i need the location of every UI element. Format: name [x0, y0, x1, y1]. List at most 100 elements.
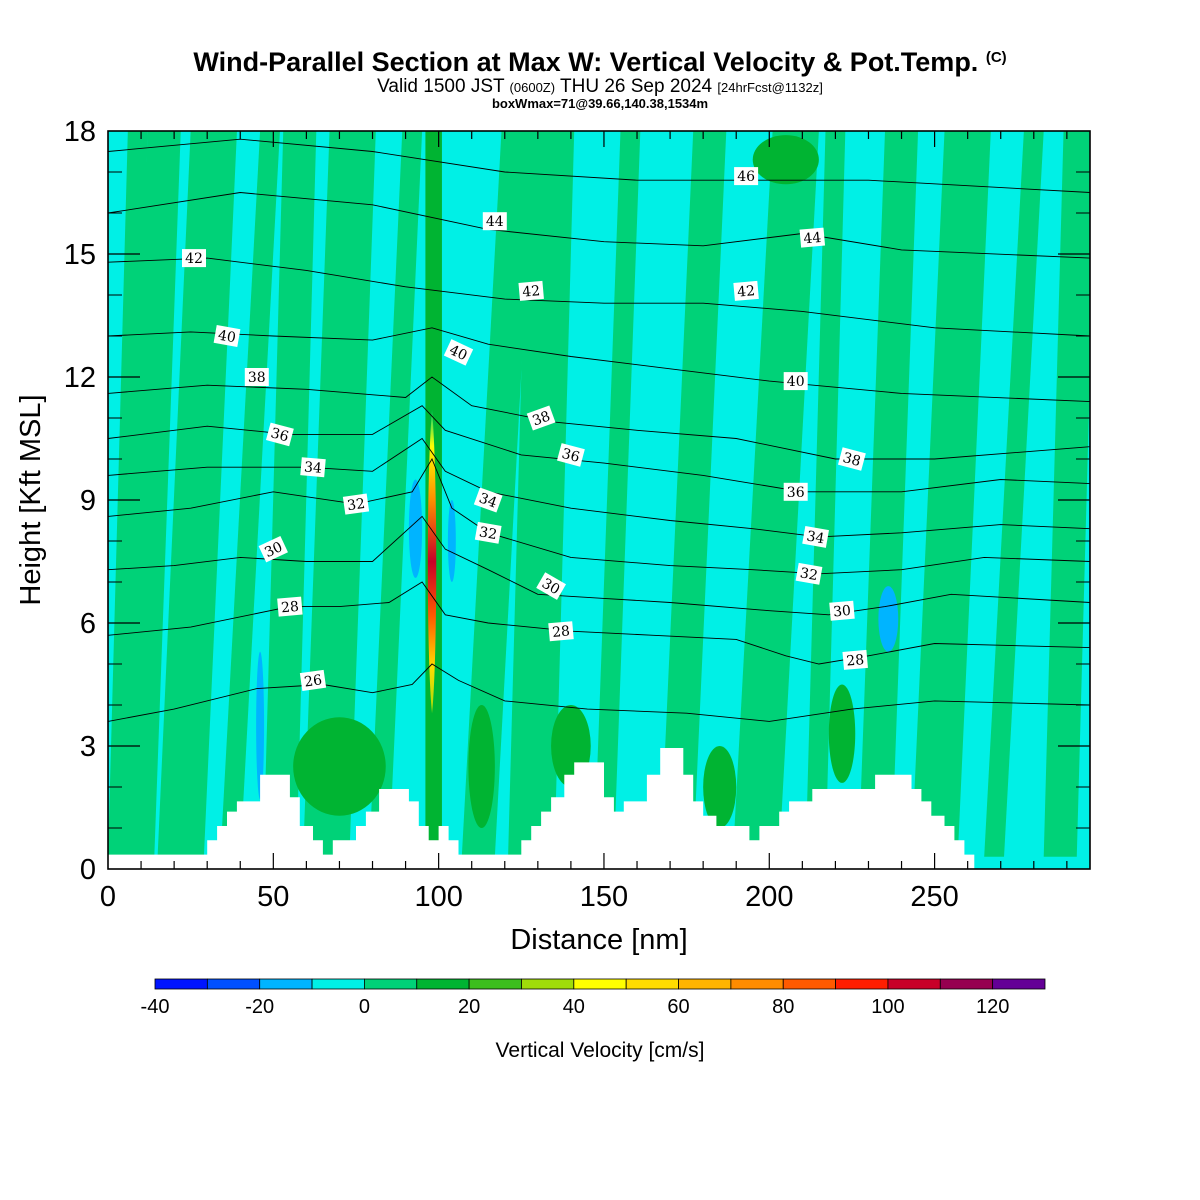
- contour-label: 32: [474, 521, 502, 544]
- y-tick-label: 3: [80, 731, 96, 763]
- contour-label: 40: [783, 372, 808, 391]
- x-tick-label: 100: [414, 881, 462, 913]
- contour-label: 30: [536, 572, 566, 600]
- contour-label: 40: [213, 325, 241, 347]
- contour-label-box: [536, 572, 566, 600]
- contour-label: 34: [473, 487, 503, 513]
- contour-label-text: 34: [303, 459, 322, 476]
- contour-label-box: [734, 167, 759, 186]
- contour-label-text: 40: [447, 342, 470, 364]
- y-tick-label: 9: [80, 485, 96, 517]
- updraft-band: [1043, 131, 1090, 857]
- contour-label: 38: [837, 447, 866, 471]
- colorbar-swatch: [206, 978, 261, 990]
- colorbar-swatch: [154, 978, 208, 990]
- theta-contour: [108, 327, 1090, 403]
- forecast-info: [24hrFcst@1132z]: [717, 80, 823, 95]
- updraft-band: [660, 131, 727, 857]
- updraft-cell: [468, 705, 495, 828]
- downdraft-cell: [447, 500, 456, 582]
- updraft-band: [108, 131, 148, 857]
- contour-label-text: 38: [530, 408, 552, 429]
- colorbar-tick-label: 120: [976, 996, 1009, 1018]
- chart-title: Wind-Parallel Section at Max W: Vertical…: [0, 42, 1200, 78]
- y-tick-label: 18: [64, 116, 96, 148]
- contour-label-text: 44: [803, 230, 822, 247]
- contour-label-text: 42: [185, 251, 203, 267]
- box-info: boxWmax=71@39.66,140.38,1534m: [491, 96, 709, 111]
- contour-label: 42: [518, 280, 544, 301]
- colorbar-swatch: [416, 978, 470, 990]
- colorbar-swatch: [521, 978, 575, 990]
- y-tick-label: 0: [80, 854, 96, 886]
- colorbar-tick-label: 40: [563, 996, 585, 1018]
- contour-label: 34: [802, 525, 829, 548]
- colorbar-swatch: [730, 978, 784, 990]
- valid-time-line: Valid 1500 JST (0600Z) THU 26 Sep 2024 […: [0, 76, 1200, 97]
- contour-label-text: 34: [805, 528, 825, 547]
- y-tick-label: 15: [64, 239, 96, 271]
- contour-label-text: 26: [303, 672, 323, 690]
- contour-label-box: [829, 600, 855, 621]
- colorbar-label: Vertical Velocity [cm/s]: [496, 1039, 705, 1062]
- contour-label-box: [837, 447, 866, 471]
- x-tick-label: 150: [580, 881, 628, 913]
- x-tick-label: 0: [100, 881, 116, 913]
- colorbar-tick-label: 20: [458, 996, 480, 1018]
- contour-label-text: 36: [787, 485, 805, 501]
- contour-label: 36: [556, 443, 585, 467]
- contour-label-box: [556, 443, 585, 467]
- chart-title-text: Wind-Parallel Section at Max W: Vertical…: [193, 47, 979, 77]
- colorbar-swatch: [782, 978, 836, 990]
- contour-label-text: 38: [248, 370, 266, 386]
- contour-label: 28: [277, 596, 303, 617]
- x-tick-label: 50: [257, 881, 289, 913]
- contour-label: 38: [526, 405, 556, 431]
- contour-label: 38: [244, 368, 269, 386]
- updraft-band: [732, 131, 819, 857]
- x-axis-label: Distance [nm]: [510, 924, 687, 956]
- contour-label-text: 30: [262, 539, 285, 561]
- contour-label-box: [277, 596, 303, 617]
- valid-time: Valid 1500 JST: [377, 76, 505, 97]
- downdraft-cell: [408, 479, 423, 578]
- colorbar-tick-label: -20: [245, 996, 274, 1018]
- colorbar-tick-label: 100: [871, 996, 904, 1018]
- downdraft-cell: [878, 586, 899, 652]
- contour-label-box: [548, 621, 574, 642]
- contour-label-box: [300, 457, 326, 478]
- contour-label: 46: [734, 167, 759, 186]
- colorbar-tick-label: -40: [141, 996, 170, 1018]
- contour-label-text: 30: [833, 603, 852, 620]
- updraft-cell: [293, 717, 386, 816]
- contour-label-box: [482, 212, 507, 231]
- contour-label-box: [213, 325, 241, 347]
- contour-label-box: [182, 249, 206, 268]
- theta-contour: [108, 192, 1090, 259]
- colorbar-swatch: [311, 978, 365, 990]
- contour-label-box: [733, 280, 759, 301]
- contour-label-text: 32: [346, 496, 366, 514]
- x-tick-label: 200: [745, 881, 793, 913]
- contour-label-text: 40: [217, 328, 237, 347]
- contour-labels: 26 28 28 28 30 30 30 32 32 32 34 34 34 36 36 36 38 38 38 40…: [182, 167, 868, 691]
- terrain-profile: [108, 748, 1090, 869]
- updraft-cell: [752, 135, 819, 185]
- x-tick-label: 250: [910, 881, 958, 913]
- contour-label-text: 36: [560, 446, 581, 466]
- colorbar-swatch: [887, 978, 941, 990]
- updraft-band: [911, 131, 991, 857]
- contour-label: 34: [300, 457, 326, 478]
- contour-label-box: [342, 493, 370, 515]
- contour-label: 28: [548, 621, 574, 642]
- updraft-band: [220, 131, 280, 857]
- updraft-band: [594, 131, 641, 857]
- contour-label: 36: [783, 482, 808, 501]
- colorbar-swatch: [939, 978, 994, 990]
- colorbar-swatch: [678, 978, 732, 990]
- contour-label-box: [265, 422, 294, 447]
- updraft-band: [805, 131, 846, 857]
- updraft-band: [369, 131, 423, 857]
- colorbar-swatch: [835, 978, 889, 990]
